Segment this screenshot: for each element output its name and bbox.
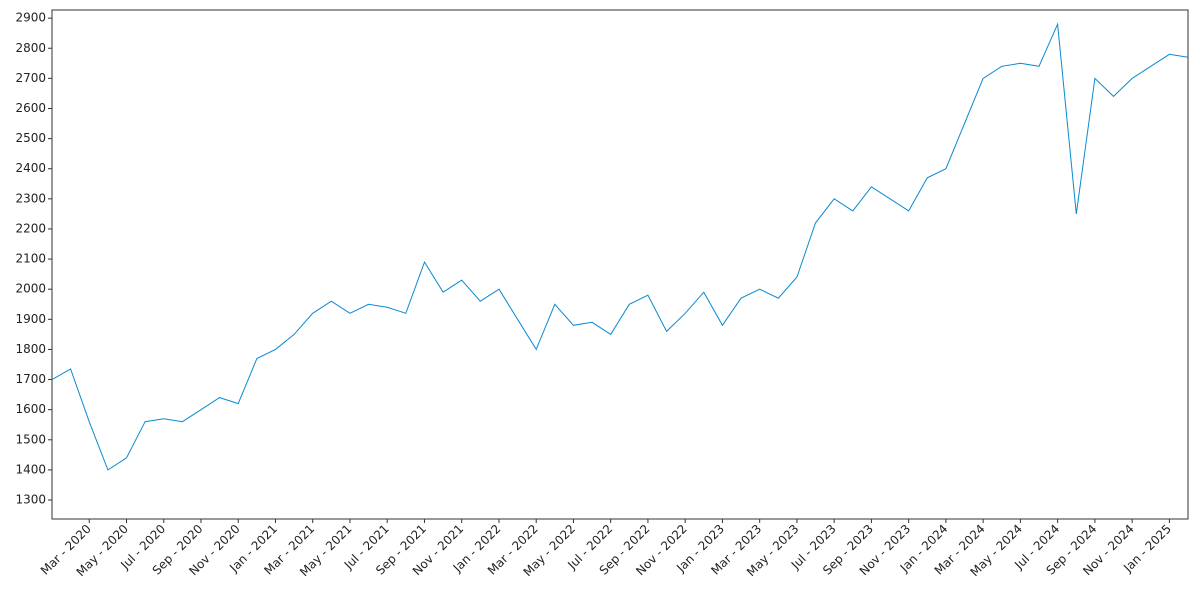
y-tick-label: 2600 [15,101,46,115]
y-tick-label: 2700 [15,71,46,85]
y-tick-label: 2800 [15,41,46,55]
y-tick-label: 2000 [15,282,46,296]
y-tick-label: 2300 [15,191,46,205]
y-tick-label: 1600 [15,402,46,416]
y-tick-label: 2400 [15,161,46,175]
plot-frame [51,9,1189,520]
y-tick-label: 1700 [15,372,46,386]
y-tick-label: 1500 [15,432,46,446]
y-tick-label: 2100 [15,252,46,266]
y-tick-label: 1900 [15,312,46,326]
y-tick-label: 1800 [15,342,46,356]
y-tick-label: 1300 [15,493,46,507]
y-tick-label: 2900 [15,11,46,25]
line-series [51,22,1189,471]
y-tick-label: 2200 [15,221,46,235]
y-tick-label: 1400 [15,462,46,476]
y-tick-label: 2500 [15,131,46,145]
